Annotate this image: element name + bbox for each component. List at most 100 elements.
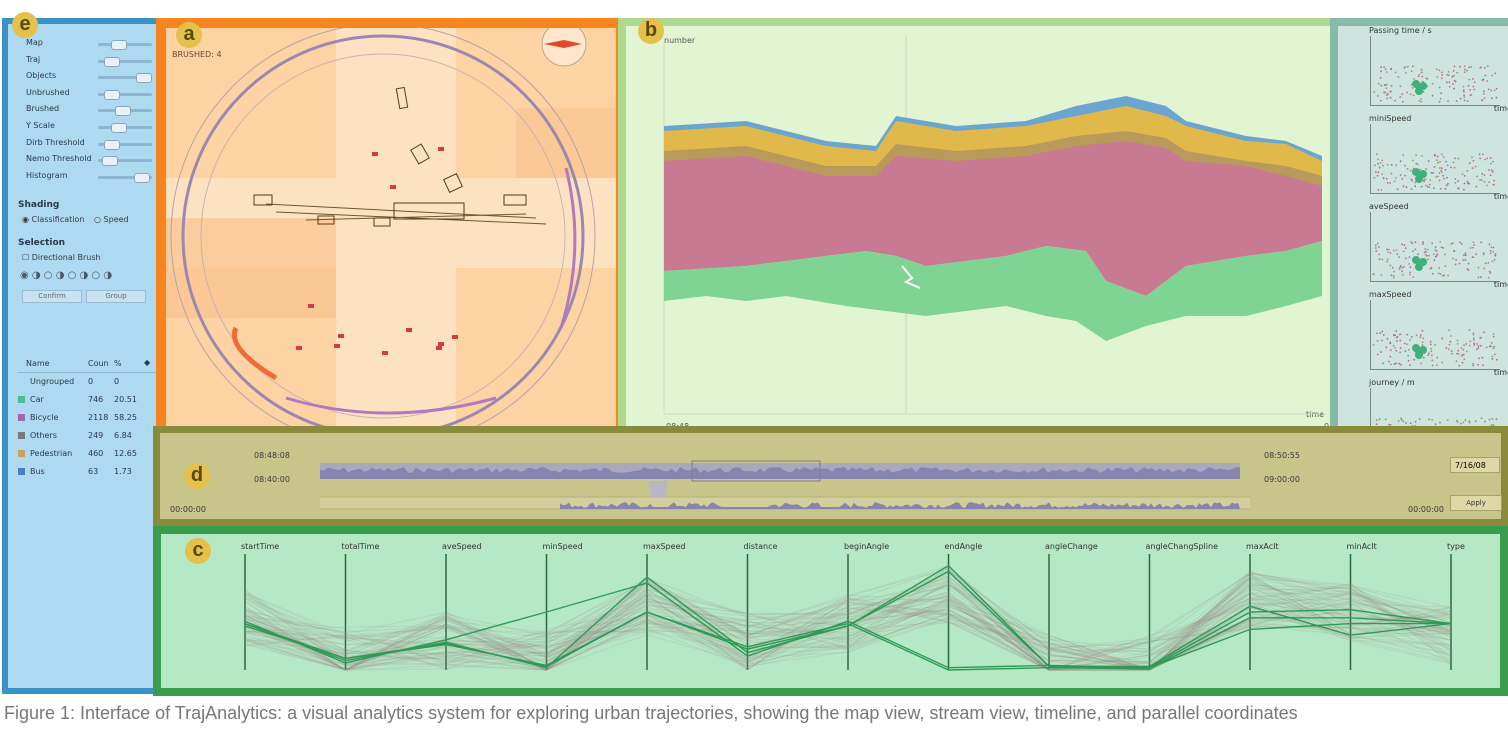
slider-knob[interactable] — [104, 139, 121, 150]
layer-slider[interactable] — [98, 89, 152, 100]
vehicle-box[interactable] — [503, 194, 527, 206]
table-settings-icon[interactable]: ◆ — [144, 358, 151, 367]
vehicle-box[interactable] — [443, 173, 463, 193]
timeline-top-start: 08:48:08 — [254, 451, 290, 460]
scatter-points — [1373, 153, 1496, 191]
parallel-coordinates-view[interactable]: c startTime totalTime aveSpeed minSpeed maxS… — [153, 526, 1508, 696]
group-count: 249 — [88, 431, 104, 440]
stream-layer-bicycle[interactable] — [664, 141, 1322, 296]
scatter-column[interactable]: Passing time / stimeminiSpeedtimeaveSpee… — [1330, 18, 1508, 465]
group-pct: 20.51 — [114, 395, 137, 404]
pc-axis-label: totalTime — [341, 542, 380, 551]
pc-context-line — [244, 580, 1452, 671]
pc-selected-line[interactable] — [244, 570, 1452, 668]
vehicle-box[interactable] — [253, 194, 273, 206]
pc-context-line — [244, 600, 1452, 671]
directional-brush-checkbox[interactable]: ☐ Directional Brush — [22, 253, 101, 262]
slider-knob[interactable] — [102, 156, 119, 167]
group-pct: 0 — [114, 377, 120, 386]
pc-context-line — [244, 577, 1452, 671]
timeline-mid-start: 08:40:00 — [254, 475, 290, 484]
scatter-points — [1372, 329, 1498, 367]
group-row[interactable]: Bus 63 1.73 — [18, 463, 158, 481]
layer-slider[interactable] — [98, 56, 152, 67]
pc-axis-label: distance — [743, 542, 778, 551]
slider-knob[interactable] — [110, 40, 127, 50]
layer-slider[interactable] — [98, 123, 152, 133]
timeline-view[interactable]: d 08:48:08 08:40:00 00:00:00 08:50:55 09… — [153, 426, 1508, 526]
pc-selected-line[interactable] — [244, 611, 1452, 671]
map-view[interactable]: a BRUSHED: 4 — [156, 18, 622, 428]
brushed-pedestrians — [296, 147, 458, 355]
group-row[interactable]: Pedestrian 460 12.65 — [18, 445, 158, 463]
map-ring-inner — [181, 34, 585, 428]
confirm-button[interactable]: Confirm — [22, 290, 82, 303]
slider-knob[interactable] — [114, 106, 131, 117]
pc-context-line — [244, 586, 1452, 671]
selection-mode-icons[interactable]: ◉ ◑ ○ ◑ ○ ◑ ○ ◑ — [20, 270, 113, 281]
group-pct: 1.73 — [114, 467, 132, 476]
group-count: 746 — [88, 395, 104, 404]
map-canvas[interactable] — [166, 28, 616, 428]
time-window-brush[interactable] — [691, 460, 821, 482]
slider-knob[interactable] — [110, 123, 127, 133]
pc-context-line — [244, 581, 1452, 671]
layer-slider[interactable] — [98, 139, 152, 150]
panel-c-badge: c — [185, 538, 211, 564]
shading-classification-radio[interactable]: ◉ Classification — [22, 215, 85, 224]
pc-context-line — [244, 580, 1452, 670]
col-count: Coun — [88, 359, 109, 368]
detail-histogram — [560, 502, 1240, 509]
group-pct: 12.65 — [114, 449, 137, 458]
layer-slider[interactable] — [98, 40, 152, 50]
timeline-histogram[interactable] — [320, 453, 1250, 513]
stream-view[interactable]: b number time 08:48 0 — [618, 18, 1334, 431]
pc-context-line — [244, 580, 1452, 671]
scatter-title: aveSpeed — [1369, 202, 1409, 211]
scatter-plot[interactable]: miniSpeed time — [1369, 114, 1508, 201]
slider-knob[interactable] — [133, 172, 150, 183]
apply-button[interactable]: Apply — [1450, 495, 1502, 511]
group-row[interactable]: Bicycle 2118 58.25 — [18, 409, 158, 427]
pc-context-line — [244, 599, 1452, 671]
vehicle-box[interactable] — [410, 143, 430, 165]
streamgraph[interactable] — [626, 26, 1330, 428]
slider-knob[interactable] — [135, 73, 152, 84]
control-panel: e Map Traj Objects Unbrushed Brushed Y Scale D… — [2, 12, 158, 694]
pc-axis-label: angleChange — [1045, 542, 1098, 551]
pc-context-line — [244, 585, 1452, 671]
pc-context-line — [244, 571, 1452, 671]
col-name: Name — [26, 359, 50, 368]
group-color-swatch — [18, 414, 25, 421]
layer-slider[interactable] — [98, 156, 152, 167]
vehicle-box[interactable] — [395, 86, 409, 110]
pc-axis-label: startTime — [241, 542, 280, 551]
pc-context-line — [244, 580, 1452, 671]
group-name: Car — [30, 395, 44, 404]
pc-axis-label: maxSpeed — [643, 542, 686, 551]
map-block-left — [166, 218, 336, 318]
slider-knob[interactable] — [104, 56, 121, 67]
scatter-plot[interactable]: Passing time / s time — [1369, 26, 1508, 113]
parallel-coordinates-plot[interactable] — [161, 534, 1500, 688]
pc-selected-line[interactable] — [244, 582, 1451, 669]
layer-slider[interactable] — [98, 172, 152, 183]
vehicle-box[interactable] — [373, 217, 391, 227]
scatter-plot[interactable]: maxSpeed time — [1369, 290, 1508, 377]
group-row[interactable]: Others 249 6.84 — [18, 427, 158, 445]
vehicle-box[interactable] — [317, 215, 335, 225]
group-row[interactable]: Ungrouped 0 0 — [18, 373, 158, 391]
layer-slider[interactable] — [98, 106, 152, 117]
date-input[interactable]: 7/16/08 — [1450, 457, 1500, 473]
scatter-plot[interactable]: aveSpeed time — [1369, 202, 1508, 289]
slider-label: Y Scale — [26, 121, 55, 130]
vehicle-box[interactable] — [393, 202, 465, 220]
group-row[interactable]: Car 746 20.51 — [18, 391, 158, 409]
layer-slider[interactable] — [98, 73, 152, 84]
group-button[interactable]: Group — [86, 290, 146, 303]
group-table-header: Name Coun % ◆ — [18, 358, 158, 373]
stream-layer-car[interactable] — [664, 241, 1322, 341]
slider-knob[interactable] — [104, 89, 121, 100]
pc-context-line — [244, 592, 1452, 671]
shading-speed-radio[interactable]: ○ Speed — [94, 215, 129, 224]
